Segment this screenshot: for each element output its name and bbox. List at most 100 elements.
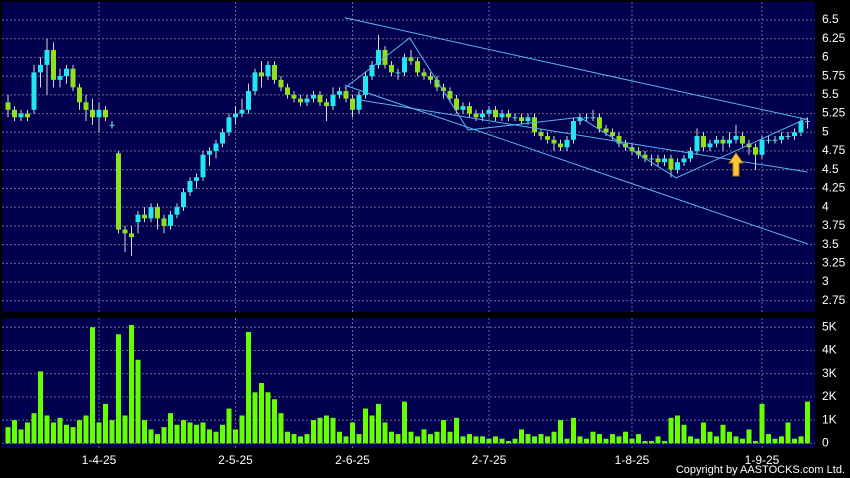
candle-body: [174, 207, 180, 215]
volume-bar: [512, 438, 518, 444]
candle-body: [766, 139, 771, 141]
candle-body: [473, 113, 479, 118]
volume-bar: [278, 413, 284, 444]
volume-bar: [467, 434, 472, 444]
candle-body: [194, 177, 199, 181]
candle-body: [681, 158, 687, 163]
volume-bar: [382, 422, 388, 444]
candle-body: [44, 49, 50, 65]
volume-bar: [727, 431, 732, 444]
candle-body: [200, 154, 206, 178]
volume-bar: [792, 438, 797, 444]
candle-body: [109, 124, 115, 126]
volume-bar: [480, 436, 485, 444]
volume-bar: [610, 434, 615, 444]
candle-body: [389, 64, 394, 73]
volume-bar: [122, 415, 128, 444]
candle-body: [668, 158, 674, 170]
volume-bar: [616, 436, 622, 444]
y-tick-label: 3: [822, 274, 829, 288]
candle-body: [207, 151, 212, 155]
trend-line: [344, 37, 808, 179]
candle-body: [759, 139, 765, 155]
volume-bar: [291, 434, 297, 444]
candle-body: [369, 64, 375, 77]
volume-bar: [330, 417, 336, 444]
candle-body: [714, 139, 719, 144]
volume-bar: [337, 431, 342, 444]
candle-body: [772, 139, 778, 141]
candle-body: [642, 154, 648, 159]
candle-body: [90, 109, 95, 118]
candle-body: [545, 136, 550, 140]
volume-bar: [707, 431, 713, 444]
candle-body: [798, 121, 804, 133]
candle-body: [454, 98, 459, 110]
candle-body: [57, 76, 63, 80]
volume-bar: [259, 383, 264, 444]
volume-bar: [785, 422, 791, 444]
candle-body: [753, 147, 758, 155]
candle-body: [129, 233, 134, 238]
volume-bar: [181, 420, 186, 444]
volume-bar: [343, 436, 349, 444]
volume-bar: [103, 403, 108, 444]
volume-bar: [415, 436, 420, 444]
volume-bar: [272, 399, 277, 444]
volume-bar: [109, 420, 115, 444]
volume-bar: [649, 441, 654, 444]
candle-body: [285, 87, 290, 95]
candle-body: [460, 106, 466, 110]
candle-body: [77, 87, 82, 103]
candle-body: [18, 113, 24, 118]
volume-bar: [642, 441, 648, 444]
candle-body: [161, 218, 167, 226]
volume-bar: [18, 429, 24, 444]
volume-bar: [90, 327, 95, 444]
y-tick-label: 5: [822, 124, 829, 138]
candle-body: [694, 136, 700, 152]
volume-bar: [454, 417, 459, 444]
volume-bar: [5, 427, 11, 444]
volume-bar: [694, 438, 700, 444]
volume-bar: [805, 401, 810, 444]
volume-bar: [83, 415, 89, 444]
volume-bar: [369, 415, 375, 444]
volume-bar: [519, 429, 524, 444]
candle-body: [805, 121, 810, 123]
candle-body: [402, 57, 407, 73]
candle-body: [493, 109, 498, 118]
y-tick-label: 5.75: [822, 68, 846, 82]
candle-body: [486, 109, 492, 114]
candle-body: [597, 117, 602, 129]
volume-bar: [129, 324, 134, 444]
candle-body: [83, 102, 89, 110]
volume-bar: [629, 438, 635, 444]
volume-bar: [226, 408, 232, 444]
volume-bar: [44, 415, 50, 444]
candle-body: [233, 113, 238, 118]
volume-bar: [311, 420, 316, 444]
candle-body: [181, 192, 186, 208]
candle-body: [376, 49, 381, 65]
y-tick-label: 2K: [822, 389, 837, 403]
candle-body: [746, 143, 752, 148]
candle-body: [467, 106, 472, 114]
volume-bar: [207, 429, 212, 444]
candle-body: [616, 136, 622, 144]
volume-bar: [252, 392, 258, 444]
volume-bar: [473, 436, 479, 444]
volume-bar: [12, 420, 17, 444]
candle-body: [337, 91, 342, 95]
copyright: Copyright by AASTOCKS.com Ltd.: [676, 464, 845, 476]
volume-bar: [421, 429, 427, 444]
candle-body: [395, 72, 401, 74]
candle-body: [785, 136, 791, 138]
volume-bar: [486, 438, 492, 444]
volume-bar: [77, 420, 82, 444]
candle-body: [733, 136, 739, 140]
volume-bar: [798, 436, 804, 444]
volume-bar: [603, 438, 609, 444]
candle-body: [220, 132, 225, 144]
volume-bar: [701, 422, 706, 444]
